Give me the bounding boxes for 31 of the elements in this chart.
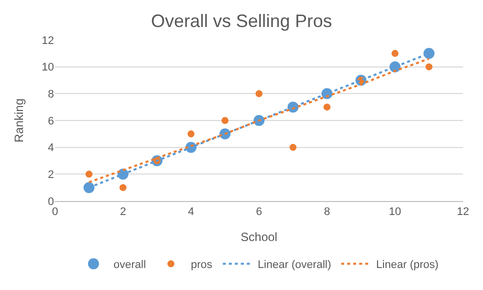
x-tick-label: 2: [120, 206, 126, 218]
legend-label: pros: [190, 259, 213, 272]
x-axis-title: School: [240, 230, 278, 244]
y-tick-label: 2: [48, 169, 54, 182]
x-tick-label: 6: [256, 206, 262, 218]
x-tick-label: 8: [324, 206, 330, 218]
y-tick-label: 12: [42, 34, 54, 47]
point: [84, 182, 94, 194]
point: [256, 90, 262, 98]
point: [188, 130, 194, 138]
y-tick-label: 6: [48, 115, 54, 128]
x-tick-label: 12: [456, 206, 470, 218]
legend-label: Linear (pros): [376, 259, 439, 272]
point: [222, 117, 228, 124]
point: [86, 170, 92, 178]
y-tick-label: 4: [48, 142, 54, 154]
point: [120, 184, 126, 192]
y-tick-label: 8: [48, 88, 54, 101]
point: [290, 144, 296, 151]
point: [324, 104, 330, 111]
y-axis-title: Ranking: [12, 98, 26, 143]
legend-label: overall: [114, 259, 146, 272]
x-tick-label: 10: [388, 206, 402, 218]
y-tick-label: 10: [42, 62, 54, 74]
point: [426, 63, 432, 70]
point: [424, 48, 434, 59]
x-tick-label: 4: [188, 206, 194, 218]
legend-label: Linear (overall): [258, 259, 332, 272]
chart-title: Overall vs Selling Pros: [150, 11, 332, 32]
y-tick-label: 0: [48, 196, 54, 208]
point: [392, 50, 398, 57]
